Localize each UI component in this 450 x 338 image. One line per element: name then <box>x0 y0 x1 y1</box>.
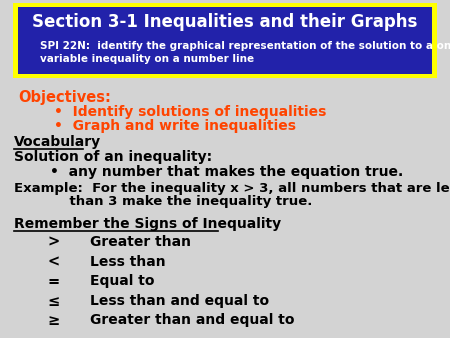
Text: Vocabulary: Vocabulary <box>14 135 101 149</box>
Text: Example:  For the inequality x > 3, all numbers that are less: Example: For the inequality x > 3, all n… <box>14 182 450 194</box>
Text: ≤: ≤ <box>48 294 60 309</box>
Text: >: > <box>48 235 60 250</box>
Text: Less than: Less than <box>90 255 166 268</box>
Text: <: < <box>48 255 60 269</box>
Text: •  Identify solutions of inequalities: • Identify solutions of inequalities <box>54 105 326 119</box>
Text: Section 3-1 Inequalities and their Graphs: Section 3-1 Inequalities and their Graph… <box>32 13 418 31</box>
Text: ≥: ≥ <box>48 313 60 328</box>
Text: •  any number that makes the equation true.: • any number that makes the equation tru… <box>50 165 403 178</box>
Text: •  Graph and write inequalities: • Graph and write inequalities <box>54 119 296 133</box>
Text: than 3 make the inequality true.: than 3 make the inequality true. <box>14 195 312 208</box>
FancyBboxPatch shape <box>18 7 432 74</box>
Text: Remember the Signs of Inequality: Remember the Signs of Inequality <box>14 217 281 231</box>
Text: SPI 22N:  identify the graphical representation of the solution to a one
variabl: SPI 22N: identify the graphical represen… <box>40 41 450 64</box>
FancyBboxPatch shape <box>13 3 437 78</box>
Text: Equal to: Equal to <box>90 274 154 288</box>
Text: Greater than: Greater than <box>90 235 191 249</box>
Text: =: = <box>48 274 60 289</box>
Text: Greater than and equal to: Greater than and equal to <box>90 313 294 327</box>
Text: Less than and equal to: Less than and equal to <box>90 294 269 308</box>
Text: Solution of an inequality:: Solution of an inequality: <box>14 150 211 164</box>
Text: Objectives:: Objectives: <box>18 90 111 104</box>
